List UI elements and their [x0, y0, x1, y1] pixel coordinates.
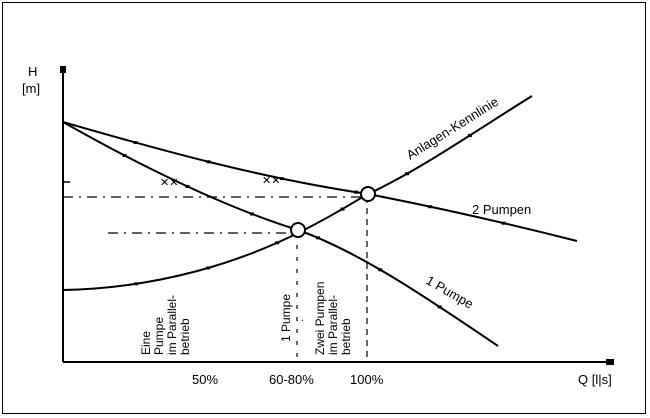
series-line-anlagen-kennlinie [62, 95, 533, 291]
curve-dot [340, 207, 345, 211]
curve-dot [437, 305, 442, 309]
curve-marker: ✕✕ [160, 177, 178, 189]
operating-point [360, 186, 376, 202]
annotation-line: betrieb [178, 318, 192, 355]
x-tick-label: 100% [350, 372, 384, 387]
curve-dot [428, 205, 433, 209]
chart-frame [2, 2, 646, 414]
series-label-anlagen-kennlinie: Anlagen-Kennlinie [404, 94, 501, 163]
curve-dot [275, 241, 280, 245]
operating-point [290, 222, 306, 238]
curve-dot [134, 282, 139, 286]
x-axis-label: Q [l|s] [578, 372, 612, 387]
annotation-line: betrieb [339, 318, 353, 355]
curve-dot [122, 153, 127, 157]
annotation-1-pumpe: 1 Pumpe : [279, 294, 306, 342]
series-line-2-pumpen [62, 121, 578, 242]
curve-marker: ✕✕ [262, 175, 280, 187]
curve-dots [122, 133, 506, 309]
curve-dot [206, 160, 211, 164]
series-label-1-pumpe: 1 Pumpe [424, 273, 477, 312]
annotation-line: im Parallel- [165, 295, 179, 355]
curve-dot [405, 172, 410, 176]
annotation-eine-pumpe: Eine Pumpe im Parallel- betrieb [139, 295, 192, 355]
curve-dot [250, 212, 255, 216]
curve-dot [354, 190, 359, 194]
annotation-line: Zwei Pumpen [313, 282, 327, 355]
annotation-line: : [292, 319, 306, 322]
annotation-zwei-pumpen: Zwei Pumpen im Parallel- betrieb [313, 282, 353, 355]
y-axis-unit: [m] [22, 81, 40, 96]
curve-dot [206, 266, 211, 270]
annotation-line: im Parallel- [326, 295, 340, 355]
curve-dot [185, 184, 190, 188]
annotation-line: Eine [139, 331, 153, 355]
curve-dot [501, 221, 506, 225]
curve-dot [279, 177, 284, 181]
y-axis-label: H [28, 64, 37, 79]
x-tick-label: 60-80% [269, 372, 314, 387]
curve-dot [133, 141, 138, 145]
x-tick-label: 50% [192, 372, 218, 387]
x-axis-arrow [606, 359, 614, 365]
curve-dot [315, 236, 320, 240]
curve-dot [378, 268, 383, 272]
series-label-2-pumpen: 2 Pumpen [472, 202, 531, 217]
curve-dot [467, 133, 472, 137]
y-axis-arrow [60, 66, 66, 73]
annotation-line: 1 Pumpe [279, 294, 293, 342]
annotation-line: Pumpe [152, 317, 166, 355]
